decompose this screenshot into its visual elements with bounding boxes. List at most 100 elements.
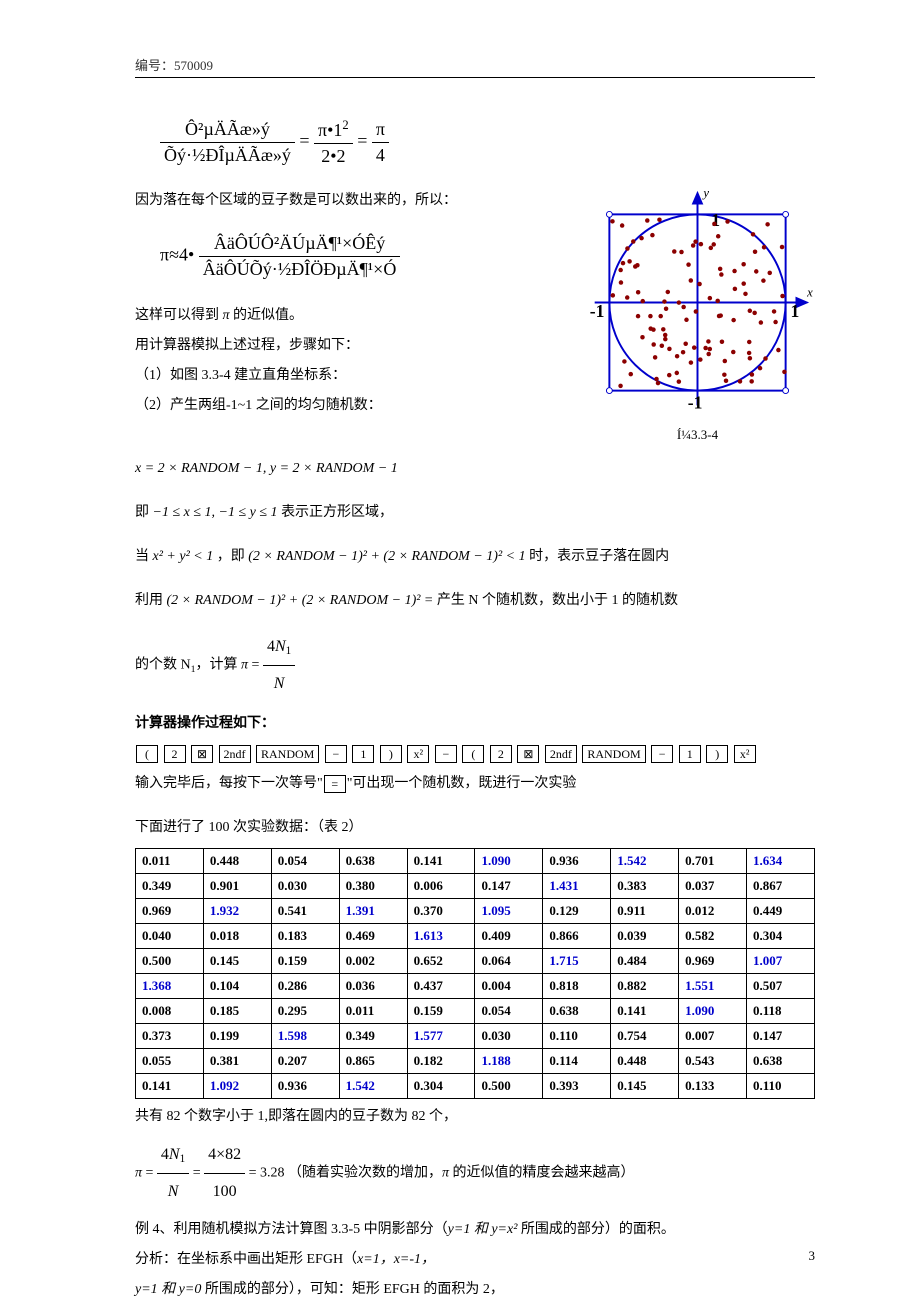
table-cell: 0.652 [407,949,475,974]
paragraph: （1）如图 3.3-4 建立直角坐标系： [135,362,570,390]
calculator-key: 1 [679,745,701,763]
equation-1: Ô²µÄÃæ»ýÕý·½ÐÎµÄÃæ»ý = π•122•2 = π4 [160,118,815,167]
figure-3-3-4: y x 1 1 -1 -1 Í¼3.3-4 [580,185,815,443]
paragraph: 例 4、利用随机模拟方法计算图 3.3-5 中阴影部分（y=1 和 y=x² 所… [135,1216,815,1244]
table-row: 1.3680.1040.2860.0360.4370.0040.8180.882… [136,974,815,999]
heading-calculator: 计算器操作过程如下： [135,710,815,738]
table-cell: 0.036 [339,974,407,999]
table-cell: 0.380 [339,874,407,899]
table-cell: 0.911 [611,899,679,924]
table-cell: 0.638 [747,1049,815,1074]
table-cell: 0.393 [543,1074,611,1099]
table-cell: 1.431 [543,874,611,899]
calculator-key: RANDOM [256,745,319,763]
table-cell: 1.368 [136,974,204,999]
calculator-key: 2 [164,745,186,763]
table-cell: 0.304 [407,1074,475,1099]
calculator-key: ⊠ [191,745,213,763]
page-number: 3 [809,1248,816,1264]
paragraph: 这样可以得到 π 的近似值。 [135,302,570,330]
table-cell: 0.182 [407,1049,475,1074]
table-cell: 0.207 [271,1049,339,1074]
table-cell: 0.004 [475,974,543,999]
table-cell: 0.449 [747,899,815,924]
paragraph: 分析：在坐标系中画出矩形 EFGH（x=1，x=-1， [135,1246,815,1274]
calculator-key: 2ndf [219,745,251,763]
table-cell: 0.818 [543,974,611,999]
table-row: 0.0080.1850.2950.0110.1590.0540.6380.141… [136,999,815,1024]
calculator-key: x² [734,745,756,763]
table-cell: 0.185 [203,999,271,1024]
equation-5: π = 4N1N = 4×82100 = 3.28 （随着实验次数的增加，π 的… [135,1139,815,1208]
table-cell: 0.349 [339,1024,407,1049]
table-cell: 0.039 [611,924,679,949]
table-cell: 0.500 [475,1074,543,1099]
table-row: 0.3730.1991.5980.3491.5770.0300.1100.754… [136,1024,815,1049]
table-cell: 1.007 [747,949,815,974]
table-row: 0.9691.9320.5411.3910.3701.0950.1290.911… [136,899,815,924]
calculator-key: 2 [490,745,512,763]
svg-text:1: 1 [711,210,720,230]
table-cell: 0.141 [407,849,475,874]
table-row: 0.0400.0180.1830.4691.6130.4090.8660.039… [136,924,815,949]
table-cell: 1.542 [339,1074,407,1099]
calculator-key: ( [136,745,158,763]
table-cell: 0.437 [407,974,475,999]
paragraph: 的个数 N1，计算 π = 4N1N [135,631,815,700]
table-row: 0.0550.3810.2070.8650.1821.1880.1140.448… [136,1049,815,1074]
table-cell: 0.054 [475,999,543,1024]
table-cell: 0.304 [747,924,815,949]
table-cell: 0.507 [747,974,815,999]
table-cell: 0.018 [203,924,271,949]
table-cell: 0.541 [271,899,339,924]
table-cell: 0.030 [271,874,339,899]
table-cell: 1.391 [339,899,407,924]
table-cell: 0.448 [203,849,271,874]
svg-text:1: 1 [791,301,800,321]
table-cell: 0.754 [611,1024,679,1049]
table-cell: 0.199 [203,1024,271,1049]
table-cell: 0.370 [407,899,475,924]
table-cell: 0.141 [611,999,679,1024]
paragraph: 当 x² + y² < 1 ，即 (2 × RANDOM − 1)² + (2 … [135,543,815,571]
table-cell: 0.118 [747,999,815,1024]
svg-text:-1: -1 [590,301,605,321]
table-cell: 0.145 [611,1074,679,1099]
calculator-key: x² [407,745,429,763]
table-cell: 0.969 [136,899,204,924]
key-sequence: ( 2 ⊠ 2ndf RANDOM − 1 ) x² − ( 2 ⊠ 2ndf … [135,740,815,768]
calculator-key: − [651,745,673,763]
table-cell: 1.634 [747,849,815,874]
table-cell: 0.638 [543,999,611,1024]
table-cell: 0.147 [475,874,543,899]
table-cell: 0.037 [679,874,747,899]
table-cell: 0.159 [271,949,339,974]
table-caption: 下面进行了 100 次实验数据：（表 2） [135,814,815,842]
table-cell: 0.373 [136,1024,204,1049]
paragraph: 用计算器模拟上述过程，步骤如下： [135,332,570,360]
svg-text:x: x [806,286,813,300]
table-cell: 0.484 [611,949,679,974]
calculator-key: 2ndf [545,745,577,763]
table-cell: 0.582 [679,924,747,949]
table-cell: 0.012 [679,899,747,924]
table-cell: 0.409 [475,924,543,949]
table-cell: 1.090 [475,849,543,874]
paragraph: y=1 和 y=0 所围成的部分），可知：矩形 EFGH 的面积为 2， [135,1276,815,1304]
table-cell: 1.577 [407,1024,475,1049]
svg-text:y: y [701,186,709,200]
table-cell: 1.715 [543,949,611,974]
paragraph: （2）产生两组-1~1 之间的均匀随机数： [135,392,570,420]
table-cell: 0.543 [679,1049,747,1074]
table-cell: 0.040 [136,924,204,949]
table-cell: 1.551 [679,974,747,999]
calculator-key: ) [380,745,402,763]
calculator-key: ( [462,745,484,763]
calculator-key: RANDOM [582,745,645,763]
table-cell: 0.381 [203,1049,271,1074]
table-cell: 0.349 [136,874,204,899]
paragraph: 利用 (2 × RANDOM − 1)² + (2 × RANDOM − 1)²… [135,587,815,615]
table-cell: 0.064 [475,949,543,974]
table-cell: 0.141 [136,1074,204,1099]
calculator-key: ⊠ [517,745,539,763]
